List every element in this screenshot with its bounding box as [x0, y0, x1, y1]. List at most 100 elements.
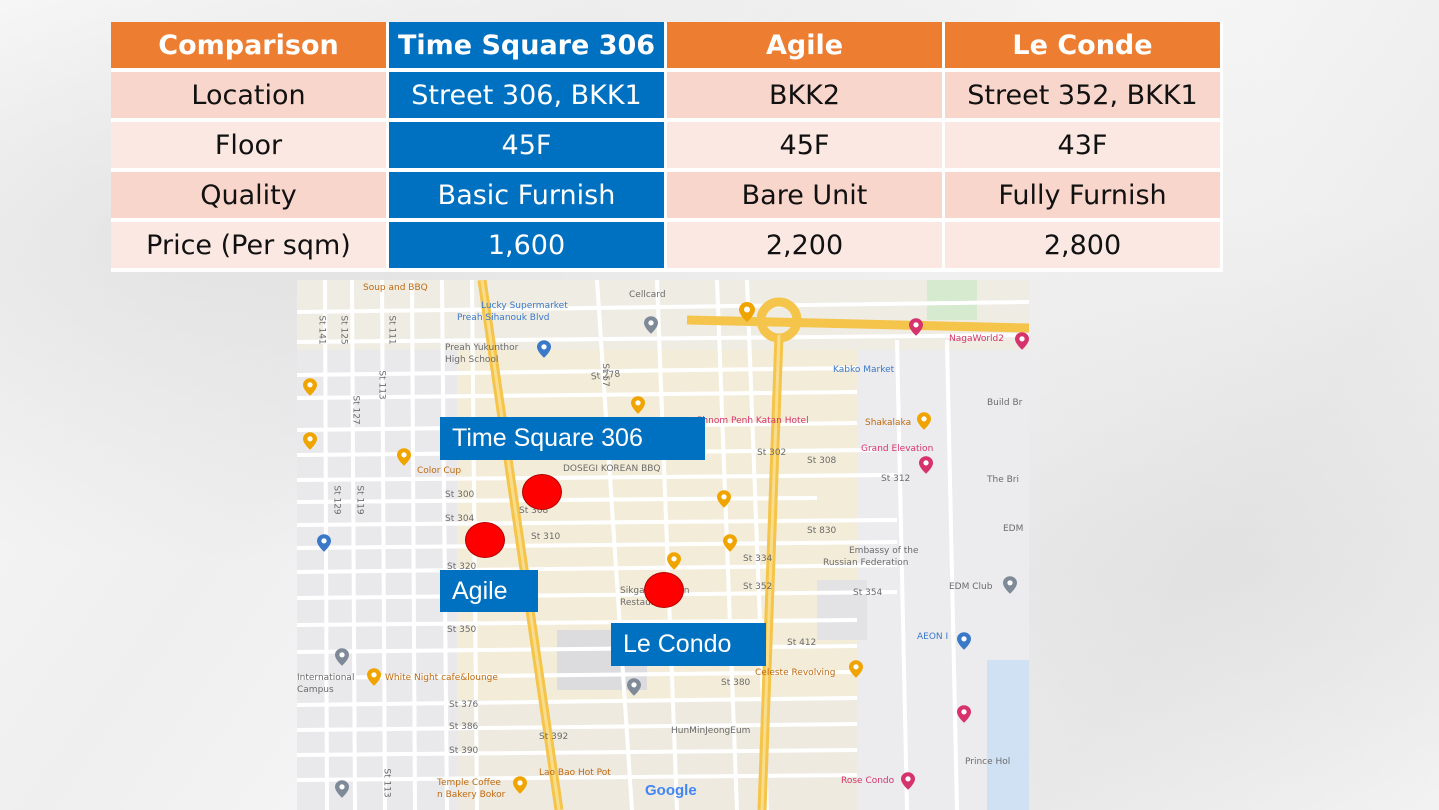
table-row-location: Location Street 306, BKK1 BKK2 Street 35…	[111, 70, 1223, 122]
map-base	[297, 280, 1029, 810]
street-label: St 320	[447, 562, 477, 572]
table-cell: Location	[111, 70, 389, 122]
map-pin-icon	[957, 705, 971, 723]
callout-le-condo: Le Condo	[611, 623, 766, 666]
poi-label: Build Br	[987, 398, 1023, 408]
street-label: St 354	[853, 588, 883, 598]
poi-label: Preah Yukunthor	[445, 343, 519, 353]
poi-label: Lucky Supermarket	[481, 301, 568, 311]
header-agile: Agile	[665, 22, 945, 72]
street-label: St 310	[531, 532, 561, 542]
map-pin-icon	[513, 776, 527, 794]
table-cell: Price (Per sqm)	[111, 220, 389, 272]
map-pin-icon	[631, 396, 645, 414]
poi-label: NagaWorld2	[949, 334, 1004, 344]
map-pin-icon	[917, 412, 931, 430]
poi-label: Grand Elevation	[861, 444, 934, 454]
poi-label: High School	[445, 355, 499, 365]
street-label: St 390	[449, 746, 479, 756]
street-label: St 376	[449, 700, 479, 710]
poi-label: Prince Hol	[965, 757, 1011, 767]
table-header-row: Comparison Time Square 306 Agile Le Cond…	[111, 22, 1223, 72]
street-label: St 386	[449, 722, 479, 732]
poi-label: EDM	[1003, 524, 1024, 534]
map-pin-icon	[919, 456, 933, 474]
table-cell: 43F	[943, 120, 1223, 172]
map-pin-icon	[909, 318, 923, 336]
poi-label: Cellcard	[629, 290, 666, 300]
location-map: St 278 St 300 St 304 St 308 St 310 St 32…	[297, 280, 1029, 810]
poi-label: Shakalaka	[865, 418, 912, 428]
table-cell: 1,600	[387, 220, 667, 272]
table-cell: Street 352, BKK1	[943, 70, 1223, 122]
table-cell: BKK2	[665, 70, 945, 122]
poi-label: Embassy of the	[849, 546, 919, 556]
street-label: St 308	[807, 456, 837, 466]
map-pin-icon	[303, 378, 317, 396]
map-pin-icon	[739, 302, 755, 322]
table-cell: Bare Unit	[665, 170, 945, 222]
header-le-conde: Le Conde	[943, 22, 1223, 72]
map-pin-icon	[723, 534, 737, 552]
map-pin-icon	[717, 490, 731, 508]
map-pin-icon	[644, 316, 658, 334]
map-pin-icon	[367, 668, 381, 686]
street-label: St 119	[354, 485, 365, 515]
poi-label: Celeste Revolving	[755, 668, 836, 678]
street-label: St 141	[316, 315, 327, 345]
map-pin-icon	[335, 648, 349, 666]
table-cell: Floor	[111, 120, 389, 172]
street-label: St 57	[599, 363, 610, 387]
street-label: St 312	[881, 474, 911, 484]
street-label: St 380	[721, 678, 751, 688]
callout-time-square-306: Time Square 306	[440, 417, 705, 460]
poi-label: Color Cup	[417, 466, 462, 476]
poi-label: International	[297, 673, 355, 683]
street-label: St 308	[519, 506, 549, 516]
table-cell: Street 306, BKK1	[387, 70, 667, 122]
comparison-table: Comparison Time Square 306 Agile Le Cond…	[111, 22, 1223, 272]
map-pin-icon	[627, 678, 641, 696]
table-row-floor: Floor 45F 45F 43F	[111, 120, 1223, 172]
street-label: St 129	[331, 485, 342, 515]
poi-label: Temple Coffee	[437, 778, 501, 788]
map-pin-icon	[1003, 576, 1017, 594]
header-comparison: Comparison	[111, 22, 389, 72]
map-pin-icon	[335, 780, 349, 798]
street-label: St 412	[787, 638, 817, 648]
map-pin-icon	[901, 772, 915, 790]
poi-label: White Night cafe&lounge	[385, 673, 498, 683]
map-pin-icon	[849, 660, 863, 678]
table-cell: Basic Furnish	[387, 170, 667, 222]
location-marker-le-condo	[644, 572, 684, 608]
poi-label: The Bri	[987, 475, 1019, 485]
poi-label: EDM Club	[949, 582, 993, 592]
poi-label: Preah Sihanouk Blvd	[457, 313, 550, 323]
street-label: St 392	[539, 732, 569, 742]
map-pin-icon	[397, 448, 411, 466]
map-pin-icon	[537, 340, 551, 358]
street-label: St 125	[338, 315, 349, 345]
street-label: St 302	[757, 448, 787, 458]
poi-label: n Bakery Bokor	[437, 790, 506, 800]
street-label: St 350	[447, 625, 477, 635]
location-marker-agile	[465, 522, 505, 558]
poi-label: HunMinJeongEum	[671, 726, 751, 736]
street-label: St 113	[381, 768, 392, 798]
map-pin-icon	[1015, 332, 1029, 350]
map-pin-icon	[667, 552, 681, 570]
street-label: St 830	[807, 526, 837, 536]
poi-label: DOSEGI KOREAN BBQ	[563, 464, 661, 474]
table-row-quality: Quality Basic Furnish Bare Unit Fully Fu…	[111, 170, 1223, 222]
table-cell: Quality	[111, 170, 389, 222]
street-label: St 334	[743, 554, 773, 564]
google-logo: Google	[645, 782, 697, 799]
street-label: St 111	[386, 315, 397, 345]
table-cell: 2,200	[665, 220, 945, 272]
street-label: St 127	[350, 395, 361, 425]
map-pin-icon	[317, 534, 331, 552]
street-label: St 352	[743, 582, 773, 592]
map-pin-icon	[957, 632, 971, 650]
poi-label: AEON I	[917, 632, 949, 642]
table-cell: 2,800	[943, 220, 1223, 272]
